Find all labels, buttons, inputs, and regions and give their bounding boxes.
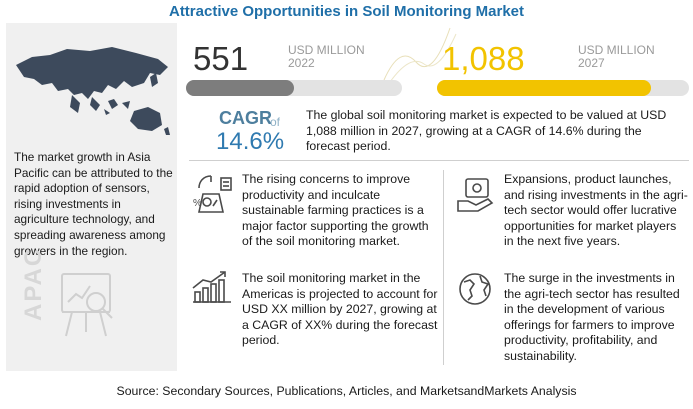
unit-2027: USD MILLION 2027 <box>578 44 655 70</box>
magnifier-chart-icon <box>61 273 113 337</box>
vertical-divider <box>443 170 444 365</box>
unit-2022: USD MILLION 2022 <box>288 44 365 70</box>
progress-bar-2022 <box>186 80 402 96</box>
apac-label: APAC <box>20 246 47 321</box>
cagr-label: CAGR <box>219 108 272 128</box>
progress-bar-2027 <box>437 80 689 96</box>
globe-icon <box>459 273 491 305</box>
farming-analytics-icon: % <box>193 175 232 213</box>
unit-label-2027: USD MILLION <box>578 43 655 57</box>
source-note: Source: Secondary Sources, Publications,… <box>116 384 577 398</box>
progress-fill-2022 <box>186 80 294 96</box>
year-label-2022: 2022 <box>288 56 315 70</box>
progress-fill-2027 <box>437 80 652 96</box>
year-label-2027: 2027 <box>578 56 605 70</box>
cagr-of: of <box>270 115 281 129</box>
factor-text-4: The surge in the investments in the agri… <box>504 271 680 363</box>
money-hand-icon <box>457 178 494 212</box>
apac-description: The market growth in Asia Pacific can be… <box>14 150 173 258</box>
page-title: Attractive Opportunities in Soil Monitor… <box>168 3 525 20</box>
asia-pacific-map-icon <box>16 47 170 135</box>
cagr-value: 14.6% <box>216 128 285 155</box>
growth-chart-icon <box>192 271 231 303</box>
decorative-line <box>383 27 457 83</box>
cagr-description: The global soil monitoring market is exp… <box>306 108 667 154</box>
apac-panel: The market growth in Asia Pacific can be… <box>6 23 177 371</box>
svg-text:%: % <box>193 198 202 209</box>
horizontal-divider <box>189 160 689 161</box>
factor-text-3: The soil monitoring market in the Americ… <box>242 271 438 348</box>
market-value-2027: 1,088 <box>442 40 525 77</box>
unit-label-2022: USD MILLION <box>288 43 365 57</box>
market-value-2022: 551 <box>193 40 249 77</box>
factor-text-1: The rising concerns to improve productiv… <box>242 172 429 249</box>
factor-text-2: Expansions, product launches, and rising… <box>504 172 688 249</box>
